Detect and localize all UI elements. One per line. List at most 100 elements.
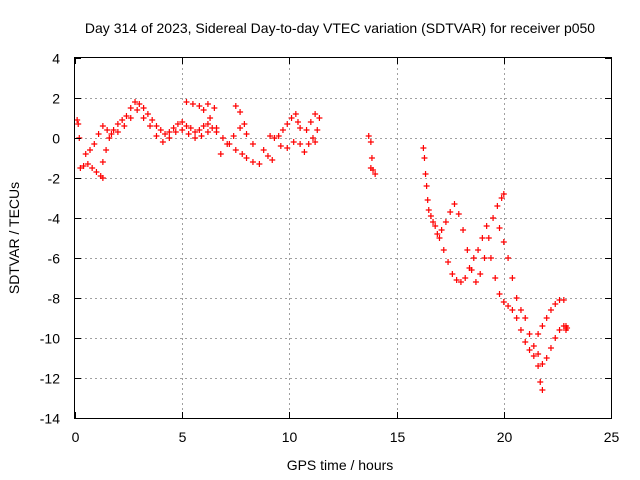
data-point [485,235,492,241]
data-point [166,129,173,135]
data-point [200,123,207,129]
data-point [372,171,379,177]
data-point [442,219,449,225]
data-point [224,141,231,147]
data-point [82,151,89,157]
data-point [93,169,100,175]
data-point [560,297,567,303]
data-point [121,123,128,129]
data-point [187,125,194,131]
y-tick-label: -4 [48,211,61,227]
data-point [365,133,372,139]
data-point [114,129,121,135]
axis-ticks [75,58,612,419]
data-point [539,323,546,329]
data-point [492,275,499,281]
data-point [237,109,244,115]
data-point [424,197,431,203]
data-point [136,101,143,107]
data-point [127,115,134,121]
data-point [108,131,115,137]
data-point [432,223,439,229]
data-point [110,127,117,133]
y-tick-label: -2 [48,171,61,187]
data-point [505,255,512,261]
data-point [305,141,312,147]
plot-frame [74,57,612,419]
data-point [522,315,529,321]
data-point [243,131,250,137]
data-point [74,117,81,123]
x-tick-label: 25 [604,429,620,445]
data-point [103,147,110,153]
data-point [260,147,267,153]
data-point [547,345,554,351]
data-point [153,133,160,139]
data-point [166,135,173,141]
data-point [87,147,94,153]
data-point [535,351,542,357]
data-point [179,127,186,133]
data-point [312,139,319,145]
data-point [294,119,301,125]
data-point [140,115,147,121]
data-point [430,219,437,225]
data-point [500,299,507,305]
data-point [475,247,482,253]
data-point [284,121,291,127]
data-point [288,115,295,121]
data-point [232,147,239,153]
data-point [535,331,542,337]
data-point [496,225,503,231]
data-point [427,213,434,219]
data-point [303,127,310,133]
data-point [464,247,471,253]
data-point [183,123,190,129]
data-point [434,231,441,237]
x-tick-label: 0 [72,429,80,445]
data-point [249,159,256,165]
data-point [314,127,321,133]
data-point [219,135,226,141]
data-point [487,255,494,261]
data-point [75,121,82,127]
data-point [140,105,147,111]
data-point [500,239,507,245]
data-point [526,331,533,337]
data-point [183,99,190,105]
data-point [172,129,179,135]
data-point [192,129,199,135]
data-point [457,279,464,285]
data-point [241,121,248,127]
data-point [99,123,106,129]
data-point [539,387,546,393]
data-point [425,207,432,213]
data-point [477,271,484,277]
y-tick-label: -12 [40,371,60,387]
y-tick-label: 2 [52,91,60,107]
data-point [438,227,445,233]
data-point [267,133,274,139]
data-point [530,353,537,359]
y-tick-labels: -14 -12 -10 -8 -6 -4 -2 0 2 4 [40,51,60,427]
data-point [543,315,550,321]
data-point [134,107,141,113]
data-point [556,327,563,333]
data-point [421,155,428,161]
data-point [496,291,503,297]
data-point [114,121,121,127]
data-point [104,127,111,133]
data-point [297,125,304,131]
y-tick-label: 4 [52,51,60,67]
data-point [144,111,151,117]
data-point [284,145,291,151]
data-point [367,139,374,145]
data-point [200,107,207,113]
data-point [189,101,196,107]
data-point [198,133,205,139]
data-point [196,103,203,109]
data-point [292,111,299,117]
data-point [232,103,239,109]
